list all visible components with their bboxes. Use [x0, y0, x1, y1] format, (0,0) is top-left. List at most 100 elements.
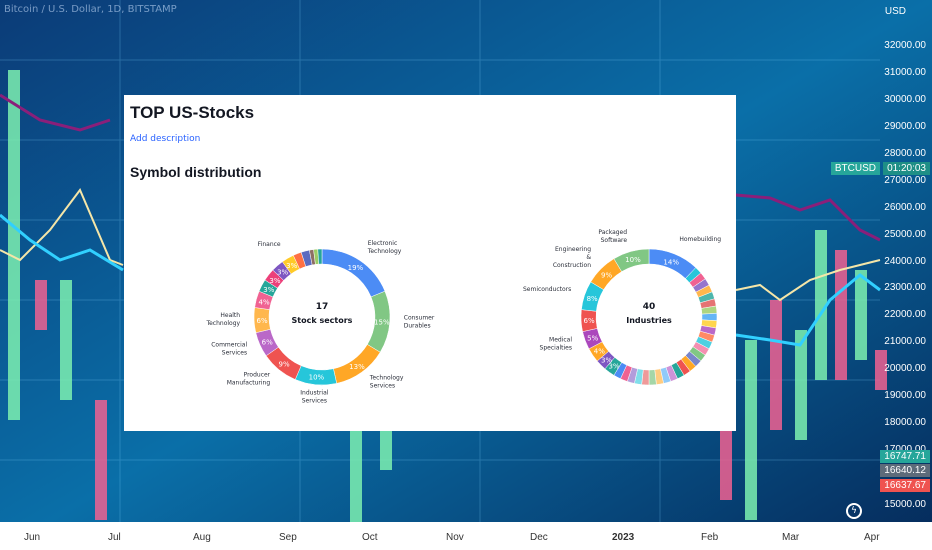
price-label: 25000.00 [884, 229, 926, 240]
price-tag-1: 16747.71 [880, 450, 930, 463]
price-tag-2: 16640.12 [880, 464, 930, 477]
slice-category-label: Services [370, 383, 395, 390]
slice-category-label: Software [601, 237, 628, 244]
price-label: 19000.00 [884, 390, 926, 401]
time-label: Feb [701, 532, 719, 543]
currency-label: USD [884, 6, 906, 17]
slice-percent-label: 4% [594, 348, 605, 356]
slice-percent-label: 9% [601, 272, 612, 280]
add-description-link[interactable]: Add description [130, 134, 201, 144]
price-label: 30000.00 [884, 94, 926, 105]
background-candle [795, 330, 807, 440]
time-label: Apr [864, 532, 880, 543]
distribution-heading: Symbol distribution [130, 164, 262, 180]
slice-percent-label: 19% [348, 264, 364, 272]
price-label: 24000.00 [884, 256, 926, 267]
time-label: Jun [24, 532, 41, 543]
price-label: 23000.00 [884, 282, 926, 293]
slice-percent-label: 14% [663, 258, 679, 266]
slice-percent-label: 3% [601, 356, 612, 364]
background-candle [835, 250, 847, 380]
slice-category-label: Technology [367, 248, 402, 255]
background-candle [95, 400, 107, 520]
slice-category-label: Commercial [211, 341, 247, 348]
card-title: TOP US-Stocks [130, 103, 255, 122]
time-label: Sep [279, 532, 297, 543]
price-label: 26000.00 [884, 202, 926, 213]
watchlist-info-card: TOP US-Stocks Add description Symbol dis… [124, 95, 736, 431]
pie-slice [317, 248, 323, 265]
time-label: Mar [782, 532, 800, 543]
background-candle [35, 280, 47, 330]
slice-category-label: Consumer [404, 314, 435, 321]
price-tag-3: 16637.67 [880, 479, 930, 492]
background-candle [8, 70, 20, 420]
pie-slice [321, 248, 386, 298]
slice-category-label: Semiconductors [523, 286, 571, 293]
price-label: 27000.00 [884, 175, 926, 186]
background-candle [855, 270, 867, 360]
slice-percent-label: 10% [625, 256, 641, 264]
slice-percent-label: 5% [587, 335, 598, 343]
slice-category-label: Electronic [368, 240, 398, 247]
price-label: 15000.00 [884, 499, 926, 510]
price-label: 21000.00 [884, 336, 926, 347]
background-candle [350, 430, 362, 522]
time-axis[interactable]: Jun Jul Aug Sep Oct Nov Dec 2023 Feb Mar… [0, 522, 932, 550]
time-label: Dec [530, 532, 548, 543]
symbol-tag: BTCUSD [830, 162, 880, 175]
slice-category-label: Specialties [540, 344, 572, 351]
slice-category-label: & [586, 254, 591, 261]
background-candle [745, 340, 757, 520]
slice-percent-label: 3% [277, 269, 288, 277]
background-candle [720, 430, 732, 500]
slice-category-label: Services [222, 349, 247, 356]
slice-category-label: Homebuilding [679, 236, 721, 243]
tradingview-logo-icon[interactable]: ϟ [846, 503, 862, 519]
time-label: Oct [362, 532, 378, 543]
slice-percent-label: 9% [279, 360, 290, 368]
slice-percent-label: 13% [349, 363, 365, 371]
pie-slice [701, 313, 718, 321]
price-label: 31000.00 [884, 67, 926, 78]
slice-percent-label: 4% [259, 298, 270, 306]
time-label: 2023 [612, 532, 635, 543]
slice-percent-label: 3% [263, 286, 274, 294]
price-label: 18000.00 [884, 417, 926, 428]
donut-center-label: Stock sectors [292, 316, 353, 325]
price-label: 22000.00 [884, 309, 926, 320]
pie-slice [613, 248, 650, 272]
slice-percent-label: 6% [257, 317, 268, 325]
slice-percent-label: 6% [262, 338, 273, 346]
slice-category-label: Medical [549, 336, 572, 343]
slice-category-label: Services [302, 398, 327, 405]
price-label: 20000.00 [884, 363, 926, 374]
slice-percent-label: 3% [608, 363, 619, 371]
donut-center-count: 17 [316, 302, 329, 312]
slice-category-label: Manufacturing [227, 380, 271, 387]
distribution-charts: 19%ElectronicTechnology15%ConsumerDurabl… [205, 229, 721, 405]
slice-percent-label: 15% [374, 319, 390, 327]
slice-percent-label: 3% [269, 277, 280, 285]
time-label: Aug [193, 532, 211, 543]
slice-category-label: Industrial [300, 390, 328, 397]
slice-percent-label: 10% [309, 374, 325, 382]
slice-category-label: Finance [258, 241, 281, 248]
background-candle [60, 280, 72, 400]
slice-category-label: Health [220, 312, 240, 319]
slice-category-label: Packaged [598, 229, 627, 236]
price-label: 17000.00 [884, 444, 926, 455]
slice-category-label: Technology [369, 375, 404, 382]
background-candle [770, 300, 782, 430]
slice-category-label: Construction [553, 262, 591, 269]
time-label: Jul [108, 532, 121, 543]
donut-center-count: 40 [643, 302, 656, 312]
slice-category-label: Engineering [555, 246, 591, 253]
background-candle [815, 230, 827, 380]
donut-center-label: Industries [626, 316, 672, 325]
slice-percent-label: 6% [584, 317, 595, 325]
slice-category-label: Producer [244, 372, 271, 379]
chart-header: Bitcoin / U.S. Dollar, 1D, BITSTAMP [4, 4, 177, 15]
slice-percent-label: 8% [587, 295, 598, 303]
price-label: 28000.00 [884, 148, 926, 159]
